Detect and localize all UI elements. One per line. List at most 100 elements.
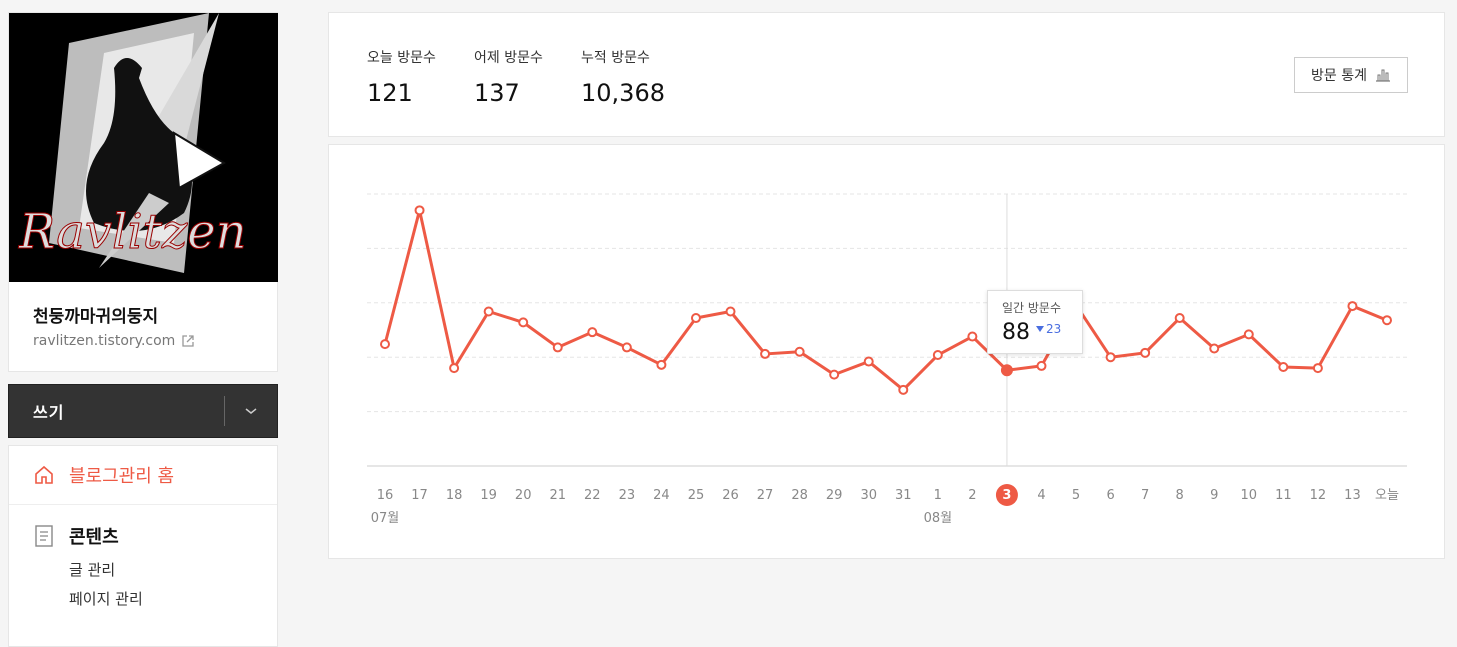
x-tick-label[interactable]: 17 xyxy=(411,488,428,503)
x-tick-label[interactable]: 3 xyxy=(1002,488,1011,503)
admin-menu: 블로그관리 홈 콘텐츠 글 관리 페이지 관리 xyxy=(8,445,278,647)
x-tick-label[interactable]: 1 xyxy=(934,488,942,503)
write-button[interactable]: 쓰기 xyxy=(33,403,65,422)
data-point[interactable] xyxy=(1243,329,1254,340)
series-line xyxy=(383,208,1388,392)
daily-visitors-chart-card: 16 17 18 19 20 21 22 23 24 25 26 27 28 29 30 31 1 2 3 4 5 6 7 8… xyxy=(328,144,1445,559)
data-point[interactable] xyxy=(518,317,529,328)
chart-tooltip: 일간 방문수 88 23 xyxy=(987,290,1083,354)
data-point[interactable] xyxy=(1105,352,1116,363)
data-point[interactable] xyxy=(621,342,632,353)
x-tick-label[interactable]: 오늘 xyxy=(1375,488,1399,503)
data-point[interactable] xyxy=(1174,313,1185,324)
menu-item-home[interactable]: 블로그관리 홈 xyxy=(9,446,277,505)
data-point[interactable] xyxy=(829,369,840,380)
blog-url-link[interactable]: ravlitzen.tistory.com xyxy=(33,333,253,349)
data-point[interactable] xyxy=(414,205,425,216)
data-point[interactable] xyxy=(1036,360,1047,371)
data-point[interactable] xyxy=(725,306,736,317)
x-tick-label[interactable]: 23 xyxy=(619,488,636,503)
x-tick-label[interactable]: 4 xyxy=(1037,488,1045,503)
data-point[interactable] xyxy=(932,350,943,361)
data-point[interactable] xyxy=(1382,315,1392,326)
selected-date-marker xyxy=(995,484,1018,506)
data-point[interactable] xyxy=(1000,364,1013,377)
blog-profile-image[interactable]: Ravlitzen xyxy=(9,13,278,282)
home-icon xyxy=(35,465,53,484)
x-tick-label[interactable]: 19 xyxy=(480,488,497,503)
stat-today-value: 121 xyxy=(367,79,413,107)
x-tick-label[interactable]: 22 xyxy=(584,488,601,503)
write-dropdown-toggle[interactable] xyxy=(224,396,277,426)
menu-item-home-label: 블로그관리 홈 xyxy=(69,466,175,487)
data-point[interactable] xyxy=(1140,347,1151,358)
stat-yesterday-label: 어제 방문수 xyxy=(474,50,543,66)
x-tick-label[interactable]: 11 xyxy=(1275,488,1292,503)
x-tick-label[interactable]: 10 xyxy=(1241,488,1258,503)
x-tick-label[interactable]: 26 xyxy=(722,488,739,503)
x-tick-label[interactable]: 13 xyxy=(1344,488,1361,503)
data-point[interactable] xyxy=(656,359,667,370)
visitor-stats-card: 오늘 방문수 121 어제 방문수 137 누적 방문수 10,368 방문 통… xyxy=(328,12,1445,137)
x-tick-label[interactable]: 25 xyxy=(688,488,705,503)
month-label: 07월 xyxy=(371,511,400,526)
x-tick-label[interactable]: 18 xyxy=(446,488,463,503)
data-point[interactable] xyxy=(483,306,494,317)
daily-visitors-chart: 16 17 18 19 20 21 22 23 24 25 26 27 28 29 30 31 1 2 3 4 5 6 7 8… xyxy=(367,193,1407,526)
chart-points xyxy=(380,205,1392,395)
x-tick-label[interactable]: 24 xyxy=(653,488,670,503)
x-tick-label[interactable]: 27 xyxy=(757,488,774,503)
blog-info: 천둥까마귀의둥지 ravlitzen.tistory.com xyxy=(9,282,277,371)
x-tick-label[interactable]: 6 xyxy=(1106,488,1114,503)
x-tick-label[interactable]: 16 xyxy=(377,488,394,503)
data-point[interactable] xyxy=(898,384,909,395)
visitor-stats-button-label: 방문 통계 xyxy=(1311,68,1367,84)
visitor-stats-button[interactable]: 방문 통계 xyxy=(1294,57,1408,93)
data-point[interactable] xyxy=(760,348,771,359)
stat-today-label: 오늘 방문수 xyxy=(367,50,436,66)
data-point[interactable] xyxy=(863,356,874,367)
x-tick-label[interactable]: 30 xyxy=(860,488,877,503)
tooltip-row: 88 23 xyxy=(1002,322,1068,344)
tooltip-value: 88 xyxy=(1002,320,1030,345)
x-tick-label[interactable]: 28 xyxy=(791,488,808,503)
logo-text: Ravlitzen xyxy=(18,204,247,260)
data-point[interactable] xyxy=(967,331,978,342)
data-point[interactable] xyxy=(1278,361,1289,372)
menu-item-page-manage[interactable]: 페이지 관리 xyxy=(69,590,143,608)
data-point[interactable] xyxy=(449,363,460,374)
stat-total-value: 10,368 xyxy=(581,79,665,107)
data-point[interactable] xyxy=(1347,301,1358,312)
data-point[interactable] xyxy=(587,327,598,338)
data-point[interactable] xyxy=(1312,363,1323,374)
bar-chart-icon xyxy=(1376,69,1390,82)
x-tick-label[interactable]: 29 xyxy=(826,488,843,503)
tooltip-change: 23 xyxy=(1036,322,1061,336)
menu-item-post-manage[interactable]: 글 관리 xyxy=(69,561,116,579)
x-tick-label[interactable]: 8 xyxy=(1176,488,1184,503)
data-point[interactable] xyxy=(690,313,701,324)
data-point[interactable] xyxy=(380,339,390,350)
chart-grid xyxy=(367,193,1407,467)
blog-url-text: ravlitzen.tistory.com xyxy=(33,333,176,349)
sidebar: Ravlitzen 천둥까마귀의둥지 ravlitzen.tistory.com… xyxy=(8,12,278,647)
blog-title[interactable]: 천둥까마귀의둥지 xyxy=(33,307,159,327)
chevron-down-icon xyxy=(245,408,257,414)
x-tick-label[interactable]: 21 xyxy=(549,488,566,503)
data-point[interactable] xyxy=(794,346,805,357)
x-tick-label[interactable]: 9 xyxy=(1210,488,1218,503)
data-point[interactable] xyxy=(1209,343,1220,354)
external-link-icon xyxy=(182,335,194,347)
tooltip-change-value: 23 xyxy=(1046,322,1062,336)
menu-section-contents: 콘텐츠 글 관리 페이지 관리 xyxy=(9,505,277,609)
menu-section-contents-head[interactable]: 콘텐츠 xyxy=(33,523,253,549)
x-tick-label[interactable]: 20 xyxy=(515,488,532,503)
stat-yesterday: 어제 방문수 137 xyxy=(474,47,543,107)
x-tick-label[interactable]: 12 xyxy=(1310,488,1327,503)
data-point[interactable] xyxy=(552,342,563,353)
x-tick-label[interactable]: 31 xyxy=(895,488,912,503)
x-tick-label[interactable]: 5 xyxy=(1072,488,1080,503)
x-tick-label[interactable]: 7 xyxy=(1141,488,1149,503)
chart-x-labels: 16 17 18 19 20 21 22 23 24 25 26 27 28 29 30 31 1 2 3 4 5 6 7 8… xyxy=(377,484,1399,506)
x-tick-label[interactable]: 2 xyxy=(968,488,976,503)
